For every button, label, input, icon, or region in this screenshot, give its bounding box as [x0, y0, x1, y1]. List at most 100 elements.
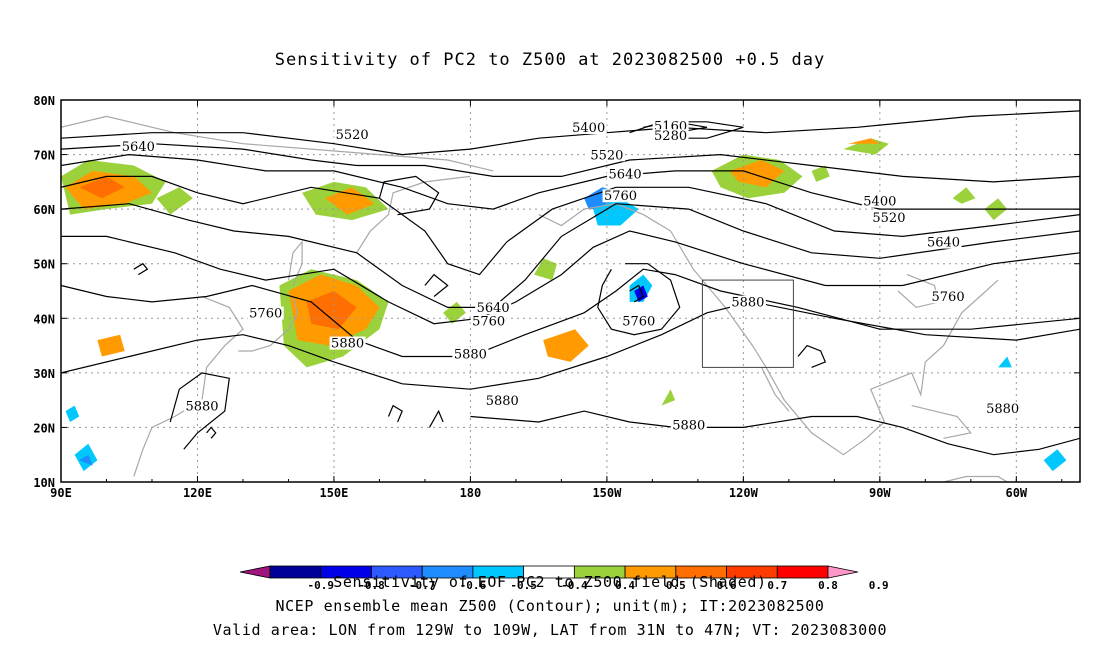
- contour-label: 5400: [572, 121, 605, 136]
- shade-region: [65, 405, 80, 422]
- z500-contour: [797, 344, 827, 368]
- colorbar-tick-label: -0.9: [307, 579, 334, 592]
- coastline: [761, 367, 790, 412]
- contour-label-bg: [452, 347, 489, 361]
- z500-contour: [629, 284, 645, 303]
- contour-label-bg: [607, 167, 644, 181]
- contour-label-bg: [930, 290, 967, 304]
- shade-region: [324, 187, 375, 215]
- contour-label: 5640: [609, 167, 642, 182]
- lat-label: 40N: [33, 312, 55, 326]
- colorbar-tick-label: 0.5: [666, 579, 686, 592]
- contour-label: 5880: [672, 418, 705, 433]
- contour-label: 5520: [336, 128, 369, 143]
- lat-label: 80N: [33, 94, 55, 108]
- z500-contour: [428, 409, 444, 428]
- shade-region: [79, 454, 93, 466]
- contour-label-bg: [984, 402, 1021, 416]
- shade-region: [156, 187, 193, 215]
- contour-label: 5880: [454, 347, 487, 362]
- lon-label: 150W: [592, 486, 622, 500]
- colorbar-arrow-right: [827, 565, 859, 579]
- lat-label: 30N: [33, 367, 55, 381]
- shade-region: [79, 176, 125, 199]
- colorbar-labels: -0.9 -0.8 -0.7 -0.6 -0.5 -0.4 0.4 0.5 0.6 0.7 0.8 0…: [307, 579, 888, 592]
- z500-contour: [61, 301, 1080, 390]
- z500-contour: [387, 404, 403, 423]
- contour-label-bg: [925, 235, 962, 249]
- contour-label: 5760: [249, 307, 282, 322]
- contour-label-bg: [470, 314, 507, 328]
- shade-region: [998, 356, 1012, 368]
- lon-label: 60W: [1005, 486, 1027, 500]
- shade-region: [848, 138, 880, 144]
- footer-line-1: NCEP ensemble mean Z500 (Contour); unit(…: [275, 597, 825, 615]
- lat-label: 70N: [33, 149, 55, 163]
- colorbar-tick-label: -0.4: [561, 579, 588, 592]
- coastline: [133, 295, 244, 477]
- lon-label: 90W: [869, 486, 891, 500]
- shade-region: [661, 389, 676, 406]
- contour-label-bg: [861, 194, 898, 208]
- contour-label-bg: [329, 336, 366, 350]
- shade-region: [634, 285, 648, 302]
- contour-label: 5520: [872, 211, 905, 226]
- contour-label: 5640: [122, 140, 155, 155]
- z500-contour: [169, 372, 230, 450]
- shade-region: [952, 187, 976, 204]
- z500-contour: [133, 262, 149, 276]
- z500-contour: [470, 410, 1080, 456]
- lon-label: 120W: [729, 486, 759, 500]
- contour-label: 5280: [654, 129, 687, 144]
- z500-contour: [424, 273, 449, 297]
- z500-contour: [597, 263, 681, 336]
- contour-label: 5640: [477, 301, 510, 316]
- z500-contour: [61, 153, 1080, 210]
- lon-label: 150E: [319, 486, 348, 500]
- coastline: [238, 296, 299, 352]
- coastline: [538, 203, 999, 456]
- colorbar-tick-label: -0.8: [358, 579, 385, 592]
- shade-region: [811, 165, 830, 182]
- coastline: [356, 175, 471, 254]
- contour-label-bg: [870, 211, 907, 225]
- lat-label: 60N: [33, 203, 55, 217]
- contour-label-bg: [588, 148, 625, 162]
- contour-label: 5880: [731, 296, 764, 311]
- z500-contour: [378, 175, 440, 216]
- colorbar-tick-label: 0.8: [818, 579, 838, 592]
- footer-line-2: Valid area: LON from 129W to 109W, LAT f…: [212, 621, 888, 639]
- lon-label: 90E: [50, 486, 72, 500]
- contour-label-bg: [652, 129, 689, 143]
- contour-label-bg: [570, 121, 607, 135]
- coastline: [287, 240, 303, 286]
- coastline: [61, 115, 494, 172]
- contour-label: 5880: [331, 337, 364, 352]
- axis-ticks: [60, 99, 1080, 483]
- colorbar-tick-label: -0.6: [460, 579, 487, 592]
- contour-label: 5520: [590, 148, 623, 163]
- colorbar-tick-label: 0.6: [717, 579, 737, 592]
- contour-label-bg: [184, 399, 221, 413]
- lat-label: 50N: [33, 258, 55, 272]
- lat-lon-grid: [61, 100, 1080, 482]
- contour-label-bg: [484, 393, 521, 407]
- z500-contour: [61, 268, 1080, 358]
- colorbar-tick-label: 0.7: [767, 579, 787, 592]
- lat-label: 20N: [33, 421, 55, 435]
- contour-label-bg: [620, 314, 657, 328]
- shade-region: [534, 258, 557, 281]
- contour-label-bg: [247, 306, 284, 320]
- z500-contour: [61, 203, 1080, 308]
- coastline: [911, 405, 972, 439]
- contour-label-bg: [602, 189, 639, 203]
- contour-label-bg: [475, 301, 512, 315]
- contour-label: 5640: [927, 236, 960, 251]
- contour-label-bg: [334, 128, 371, 142]
- z500-contour: [61, 175, 1080, 276]
- contour-label: 5880: [486, 394, 519, 409]
- lat-label: 10N: [33, 476, 55, 490]
- contour-label: 5760: [604, 189, 637, 204]
